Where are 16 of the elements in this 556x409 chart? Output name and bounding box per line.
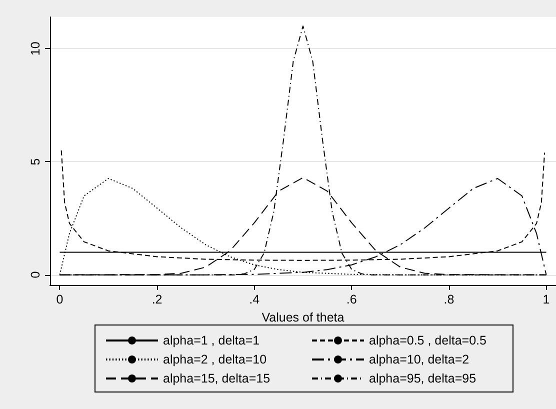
x-tick-label: 1 — [542, 292, 550, 306]
x-tick-label: 0 — [56, 292, 64, 306]
legend-label: alpha=10, delta=2 — [369, 352, 470, 366]
legend-label: alpha=1 , delta=1 — [163, 334, 260, 348]
x-tick-label: .2 — [152, 292, 162, 306]
y-tick-label: 0 — [28, 271, 42, 278]
y-tick-label: 5 — [28, 158, 42, 166]
x-axis-title: Values of theta — [262, 310, 344, 324]
legend-label: alpha=0.5 , delta=0.5 — [369, 334, 487, 348]
x-tick-label: .8 — [444, 292, 454, 306]
legend-label: alpha=15, delta=15 — [163, 372, 270, 386]
x-tick-label: .4 — [249, 292, 260, 306]
x-tick-label: .6 — [346, 292, 357, 306]
y-tick-label: 10 — [28, 42, 42, 56]
legend-label: alpha=95, delta=95 — [369, 372, 476, 386]
legend-label: alpha=2 , delta=10 — [163, 352, 267, 366]
